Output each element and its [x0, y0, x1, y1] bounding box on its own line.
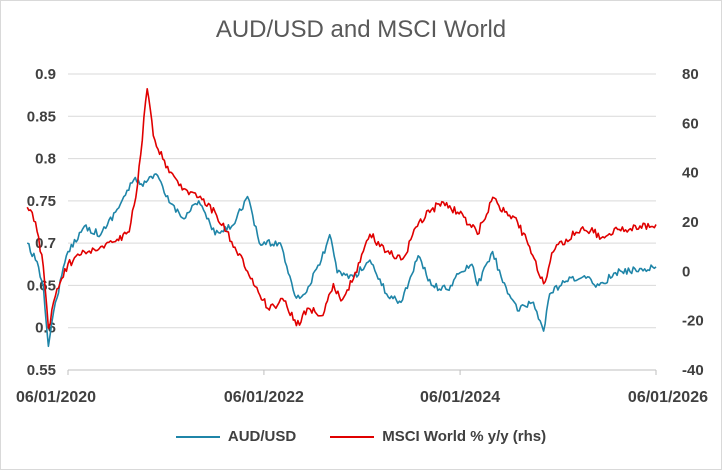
y-right-tick-label: 40 — [682, 165, 699, 182]
legend-swatch-aud-usd — [175, 435, 220, 438]
x-tick-label: 06/01/2026 — [628, 389, 708, 406]
series-line-msci-world — [26, 88, 657, 329]
y-left-tick-label: 0.65 — [27, 277, 56, 294]
y-right-tick-label: -20 — [682, 313, 704, 330]
legend-item-msci-world: MSCI World % y/y (rhs) — [330, 428, 546, 445]
chart-title: AUD/USD and MSCI World — [215, 16, 507, 43]
x-tick-label: 06/01/2024 — [420, 389, 500, 406]
y-right-tick-label: 20 — [682, 214, 699, 231]
y-right-tick-label: 0 — [682, 263, 690, 280]
legend-label-msci-world: MSCI World % y/y (rhs) — [382, 428, 547, 445]
y-left-tick-label: 0.55 — [27, 362, 56, 379]
x-tick-label: 06/01/2020 — [16, 389, 96, 406]
series-line-aud-usd — [26, 173, 657, 348]
legend-label-aud-usd: AUD/USD — [227, 428, 297, 445]
legend-swatch-msci-world — [330, 435, 375, 438]
y-right-tick-label: -40 — [682, 362, 704, 379]
legend-item-aud-usd: AUD/USD — [175, 428, 297, 445]
x-tick-label: 06/01/2022 — [224, 389, 304, 406]
y-left-tick-label: 0.9 — [35, 66, 56, 83]
y-right-tick-label: 80 — [682, 66, 699, 83]
y-left-tick-label: 0.8 — [35, 151, 56, 168]
legend: AUD/USD MSCI World % y/y (rhs) — [0, 428, 722, 445]
y-left-tick-label: 0.85 — [27, 108, 56, 125]
y-left-tick-label: 0.75 — [27, 193, 56, 210]
y-right-tick-label: 60 — [682, 115, 699, 132]
